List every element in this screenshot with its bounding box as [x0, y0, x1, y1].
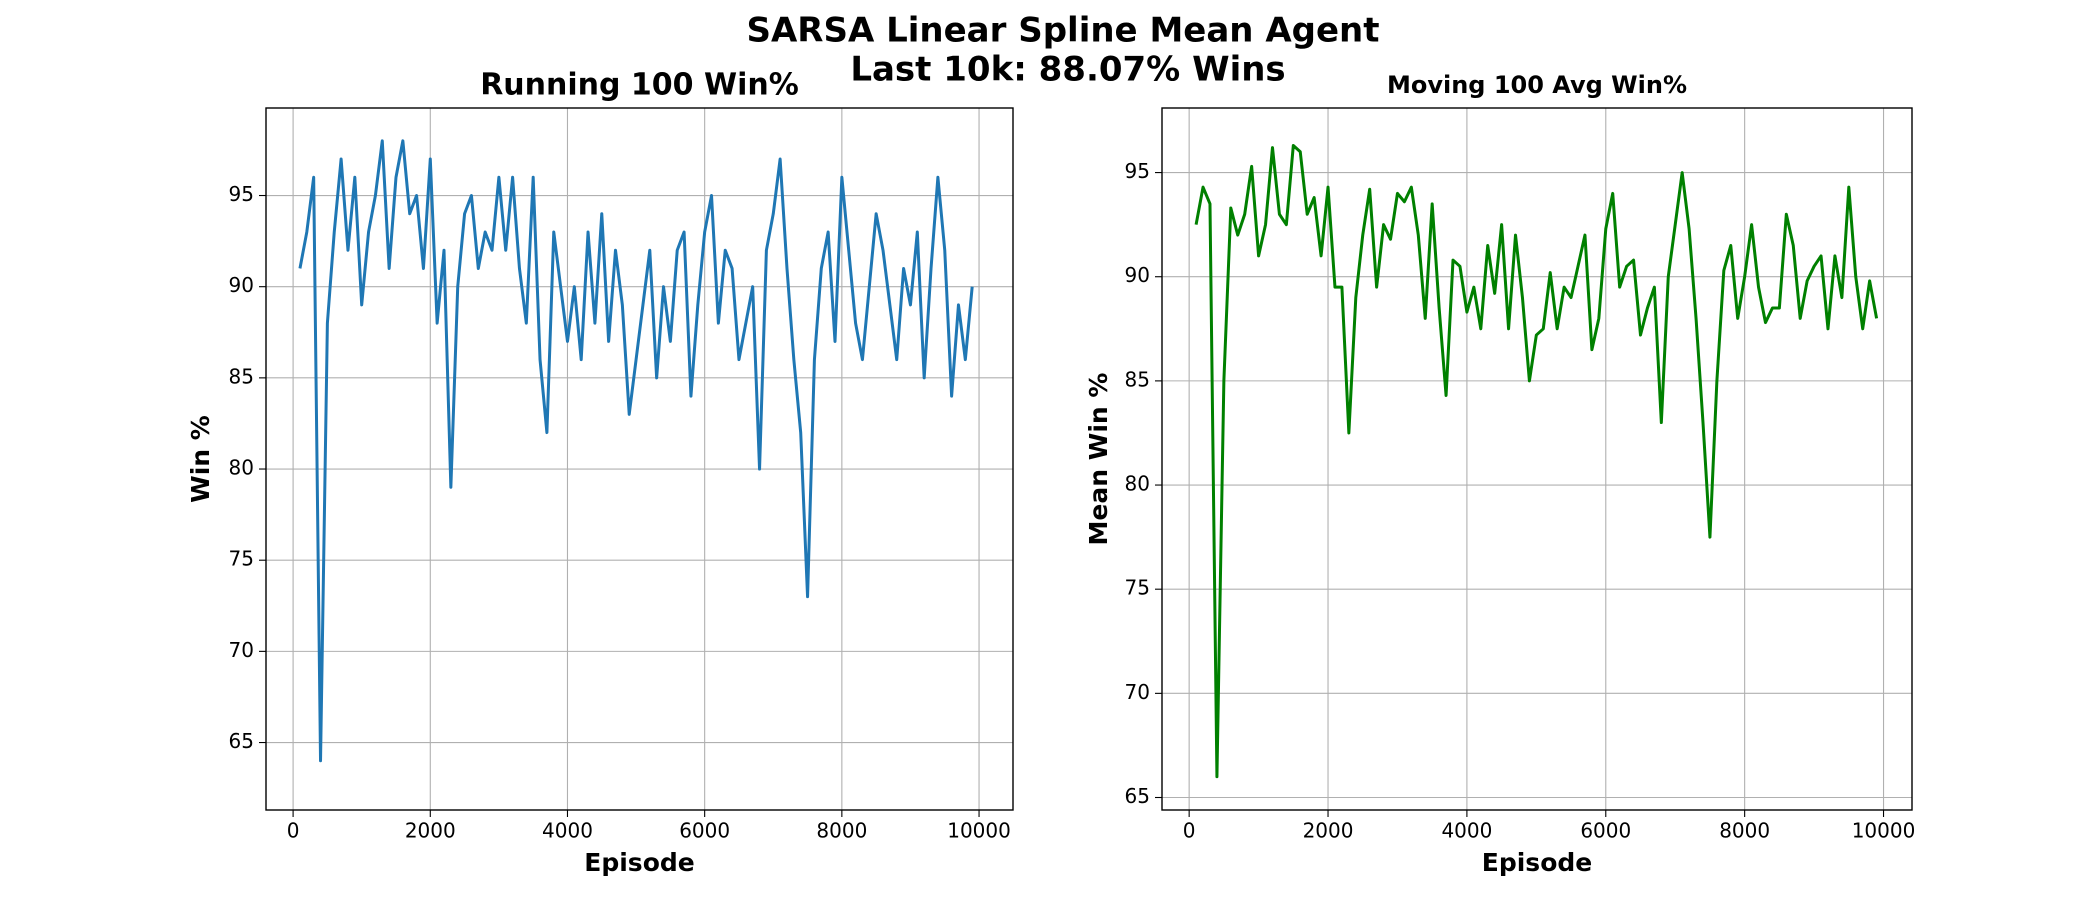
y-tick-label: 85: [1125, 367, 1150, 391]
figure-title: SARSA Linear Spline Mean Agent: [746, 11, 1379, 51]
y-tick-label: 70: [1125, 680, 1150, 704]
data-line: [298, 139, 974, 763]
y-tick-label: 75: [229, 547, 254, 571]
x-tick-label: 0: [287, 819, 300, 843]
y-tick-label: 90: [1125, 263, 1150, 287]
x-axis-label: Episode: [584, 848, 694, 877]
data-line: [1194, 144, 1879, 779]
x-tick-label: 4000: [1441, 819, 1492, 843]
x-tick-label: 4000: [542, 819, 593, 843]
y-tick-label: 70: [229, 638, 254, 662]
y-axis-label: Mean Win %: [1084, 373, 1113, 546]
x-tick-label: 6000: [1580, 819, 1631, 843]
x-tick-label: 0: [1183, 819, 1196, 843]
axes-title: Moving 100 Avg Win%: [1387, 71, 1687, 99]
axes-title: Running 100 Win%: [480, 68, 799, 103]
x-tick-label: 2000: [405, 819, 456, 843]
y-tick-label: 75: [1125, 576, 1150, 600]
y-tick-label: 80: [1125, 472, 1150, 496]
y-tick-label: 90: [229, 273, 254, 297]
figure-subtitle: Last 10k: 88.07% Wins: [850, 50, 1285, 90]
x-tick-label: 10000: [1852, 819, 1916, 843]
y-tick-label: 80: [229, 456, 254, 480]
y-tick-label: 95: [1125, 159, 1150, 183]
y-tick-label: 95: [229, 182, 254, 206]
axes-frame: [265, 107, 1014, 811]
y-tick-label: 65: [1125, 784, 1150, 808]
y-axis-label: Win %: [186, 415, 215, 503]
x-tick-label: 10000: [947, 819, 1011, 843]
x-tick-label: 8000: [1719, 819, 1770, 843]
x-tick-label: 6000: [679, 819, 730, 843]
y-tick-label: 85: [229, 364, 254, 388]
x-tick-label: 8000: [816, 819, 867, 843]
x-axis-label: Episode: [1482, 848, 1592, 877]
y-tick-label: 65: [229, 729, 254, 753]
axes-frame: [1161, 107, 1913, 811]
x-tick-label: 2000: [1303, 819, 1354, 843]
